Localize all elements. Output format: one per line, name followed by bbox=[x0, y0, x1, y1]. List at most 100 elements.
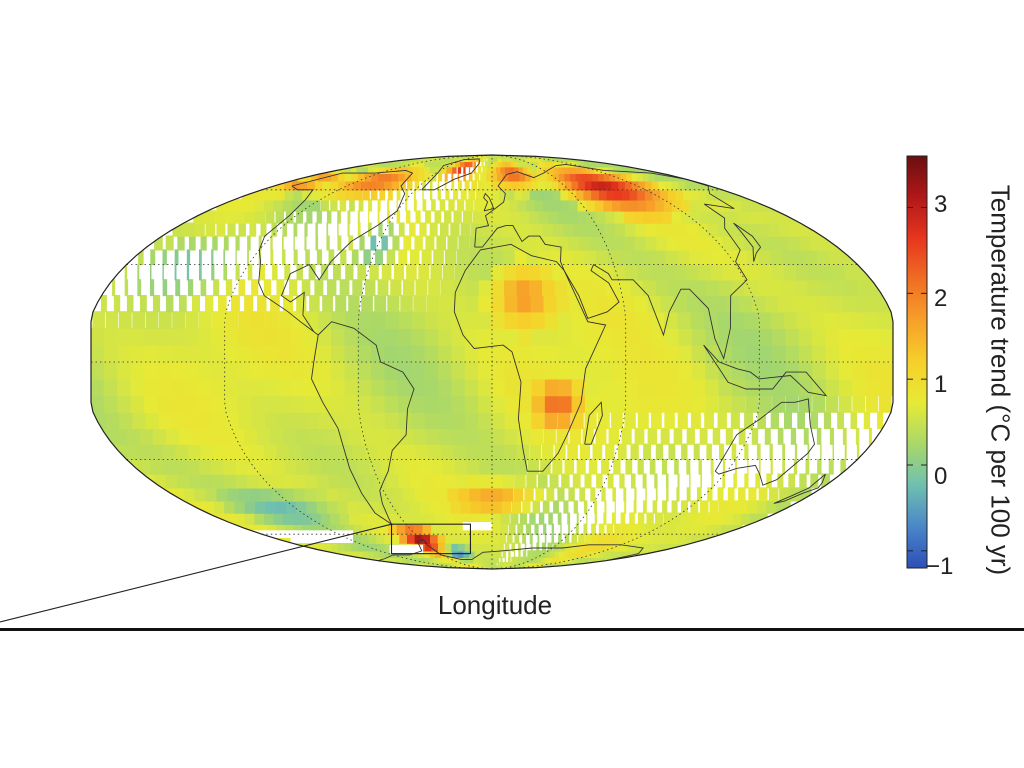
grid-cell bbox=[398, 311, 412, 329]
grid-cell bbox=[104, 378, 119, 396]
grid-cell bbox=[425, 173, 431, 182]
grid-cell bbox=[622, 428, 632, 445]
grid-cell bbox=[293, 222, 297, 236]
grid-cell bbox=[225, 311, 238, 329]
grid-cell bbox=[614, 524, 622, 535]
grid-cell bbox=[284, 264, 290, 280]
grid-cell bbox=[692, 361, 707, 379]
grid-cell bbox=[672, 512, 682, 524]
grid-cell bbox=[439, 295, 452, 312]
grid-cell bbox=[218, 295, 227, 312]
grid-cell bbox=[224, 378, 239, 396]
grid-cell bbox=[414, 199, 417, 211]
grid-cell bbox=[546, 487, 554, 501]
grid-cell bbox=[772, 328, 787, 346]
grid-cell bbox=[469, 487, 482, 501]
colorbar-tick-label: −1 bbox=[926, 555, 953, 579]
grid-cell bbox=[314, 279, 323, 296]
grid-cell bbox=[665, 361, 680, 379]
grid-cell bbox=[466, 279, 479, 296]
grid-cell bbox=[112, 279, 115, 296]
grid-cell bbox=[518, 361, 533, 379]
grid-cell bbox=[237, 361, 252, 379]
grid-cell bbox=[352, 249, 359, 265]
grid-cell bbox=[480, 249, 493, 265]
grid-cell bbox=[414, 235, 422, 250]
grid-cell bbox=[759, 487, 768, 501]
grid-cell bbox=[146, 311, 159, 329]
grid-cell bbox=[212, 311, 225, 329]
grid-cell bbox=[340, 199, 347, 211]
grid-cell bbox=[205, 222, 215, 236]
grid-cell bbox=[330, 199, 337, 211]
grid-cell bbox=[518, 311, 533, 329]
grid-cell bbox=[705, 378, 720, 396]
grid-cell bbox=[436, 235, 446, 250]
grid-cell bbox=[445, 189, 449, 200]
grid-cell bbox=[812, 361, 827, 379]
grid-cell bbox=[125, 279, 128, 296]
grid-cell bbox=[425, 395, 440, 413]
grid-cell bbox=[304, 235, 306, 250]
grid-cell bbox=[563, 500, 568, 513]
grid-cell bbox=[648, 428, 657, 445]
grid-cell bbox=[745, 378, 760, 396]
grid-cell bbox=[361, 295, 373, 312]
grid-cell bbox=[577, 512, 579, 524]
grid-cell bbox=[526, 473, 536, 488]
grid-cell bbox=[304, 222, 307, 236]
grid-cell bbox=[131, 328, 146, 346]
grid-cell bbox=[162, 264, 163, 280]
grid-cell bbox=[422, 249, 432, 265]
grid-cell bbox=[785, 361, 800, 379]
grid-cell bbox=[564, 459, 574, 475]
grid-cell bbox=[416, 279, 428, 296]
grid-cell bbox=[293, 235, 294, 250]
grid-cell bbox=[572, 361, 587, 379]
grid-cell bbox=[465, 412, 480, 429]
grid-cell bbox=[413, 295, 426, 312]
grid-cell bbox=[612, 395, 626, 413]
grid-cell bbox=[205, 295, 213, 312]
grid-cell bbox=[692, 395, 705, 413]
grid-cell bbox=[795, 444, 797, 460]
grid-cell bbox=[845, 444, 847, 460]
grid-cell bbox=[643, 473, 647, 488]
grid-cell bbox=[612, 487, 616, 501]
grid-cell bbox=[270, 249, 273, 265]
grid-cell bbox=[172, 222, 184, 236]
grid-cell bbox=[291, 361, 306, 379]
grid-cell bbox=[358, 361, 373, 379]
grid-cell bbox=[384, 328, 399, 346]
grid-cell bbox=[224, 235, 229, 250]
grid-cell bbox=[388, 189, 393, 200]
grid-cell bbox=[150, 264, 151, 280]
grid-cell bbox=[691, 311, 707, 329]
grid-cell bbox=[612, 378, 627, 396]
grid-cell bbox=[638, 412, 649, 429]
grid-cell bbox=[451, 378, 466, 396]
grid-cell bbox=[403, 279, 415, 296]
grid-cell bbox=[211, 249, 213, 265]
grid-cell bbox=[465, 345, 480, 363]
grid-cell bbox=[455, 264, 467, 280]
grid-cell bbox=[799, 361, 814, 379]
grid-cell bbox=[171, 378, 186, 396]
grid-cell bbox=[704, 412, 714, 429]
grid-cell bbox=[237, 345, 252, 363]
grid-cell bbox=[212, 235, 217, 250]
grid-cell bbox=[791, 428, 796, 445]
grid-cell bbox=[450, 222, 459, 236]
grid-cell bbox=[186, 311, 199, 329]
colorbar-label: Temperature trend (°C per 100 yr) bbox=[985, 185, 1016, 575]
grid-cell bbox=[852, 361, 867, 379]
grid-cell bbox=[748, 487, 756, 501]
grid-cell bbox=[717, 412, 726, 429]
grid-cell bbox=[612, 361, 627, 379]
grid-cell bbox=[491, 473, 503, 488]
grid-cell bbox=[411, 328, 426, 346]
grid-cell bbox=[553, 500, 559, 513]
grid-cell bbox=[733, 473, 737, 488]
grid-cell bbox=[699, 459, 702, 475]
grid-cell bbox=[358, 222, 361, 236]
